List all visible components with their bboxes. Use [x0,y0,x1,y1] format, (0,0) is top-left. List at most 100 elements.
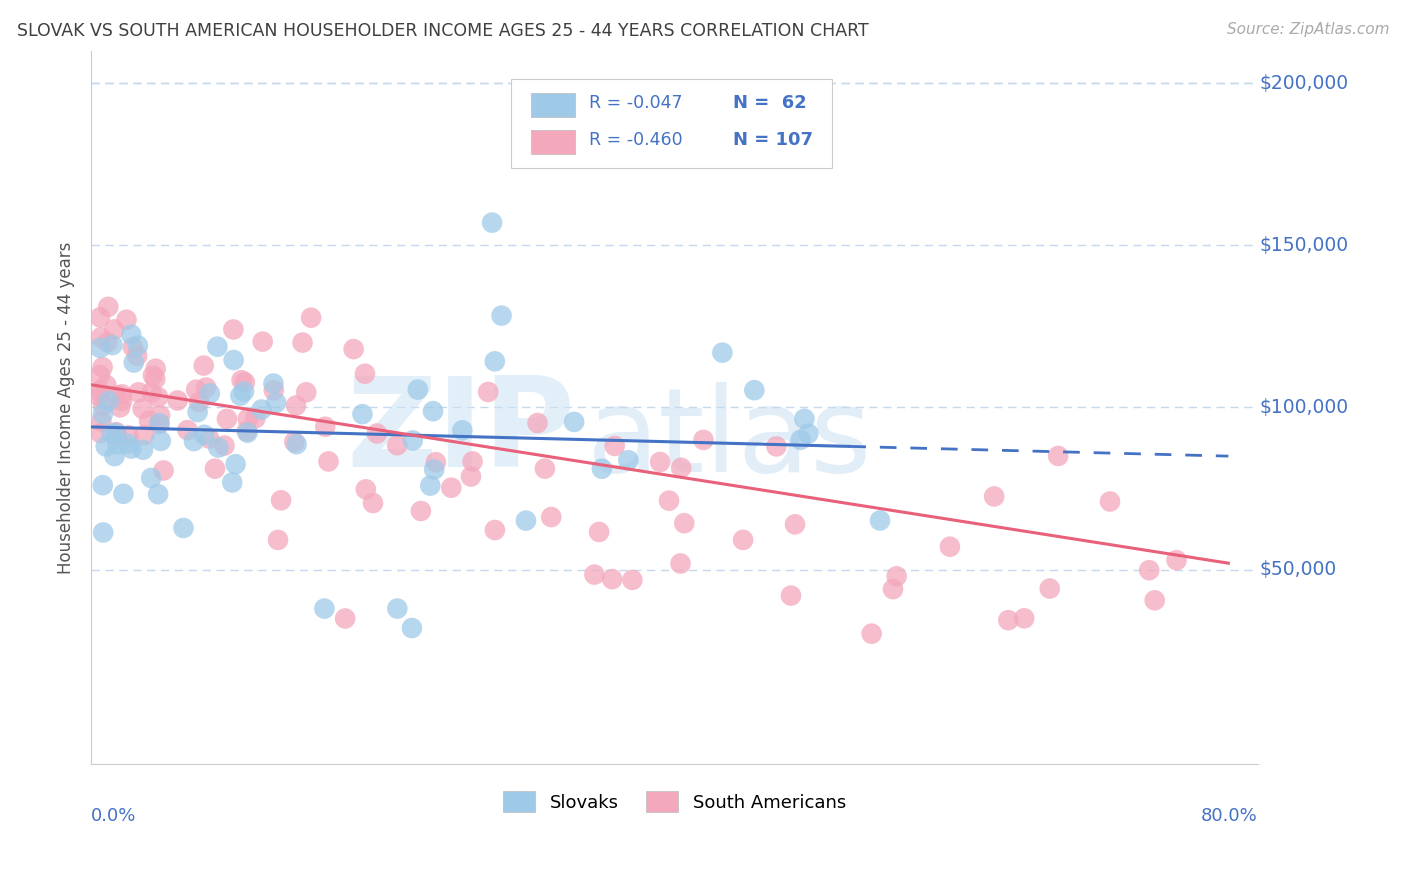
Point [231,373,253,387]
Point [207,441,229,455]
Point [591,461,613,475]
Point [409,504,432,518]
Point [617,453,640,467]
Legend: Slovaks, South Americans: Slovaks, South Americans [495,784,853,820]
Text: SLOVAK VS SOUTH AMERICAN HOUSEHOLDER INCOME AGES 25 - 44 YEARS CORRELATION CHART: SLOVAK VS SOUTH AMERICAN HOUSEHOLDER INC… [17,22,869,40]
Point [91,399,114,413]
Point [186,383,208,397]
Point [481,216,503,230]
Point [132,442,155,457]
Point [105,429,128,443]
Point [236,425,259,440]
Point [451,423,474,437]
Point [207,340,229,354]
Point [406,383,429,397]
Text: atlas: atlas [586,382,872,497]
Point [1143,593,1166,607]
Point [583,567,606,582]
Point [318,454,340,468]
Point [270,493,292,508]
Point [198,432,221,446]
Point [285,437,308,451]
Point [588,524,610,539]
Point [603,439,626,453]
Point [291,335,314,350]
Point [711,345,734,359]
Point [314,601,336,615]
Point [1047,449,1070,463]
Point [534,461,557,475]
Point [148,417,170,431]
Point [352,407,374,421]
Point [101,338,124,352]
Point [115,312,138,326]
Point [692,433,714,447]
Point [354,367,377,381]
Point [97,394,120,409]
Point [87,388,110,402]
Point [96,335,118,350]
Point [422,404,444,418]
Text: $100,000: $100,000 [1260,398,1348,417]
Point [89,384,111,398]
Point [172,521,194,535]
Point [245,411,267,425]
Point [783,517,806,532]
Point [387,601,409,615]
Point [423,462,446,476]
Point [97,300,120,314]
Point [425,455,447,469]
Point [1012,611,1035,625]
Point [195,380,218,394]
Text: $200,000: $200,000 [1260,74,1348,93]
Text: R = -0.047: R = -0.047 [589,94,683,112]
Point [283,434,305,449]
Point [152,463,174,477]
Point [250,402,273,417]
Point [461,454,484,468]
Point [105,426,128,441]
Point [233,384,256,399]
Point [526,416,548,430]
Point [540,510,562,524]
Point [89,310,111,325]
Point [477,384,499,399]
Point [112,487,135,501]
Point [440,481,463,495]
Point [89,426,111,441]
Point [148,390,170,404]
Point [361,496,384,510]
Point [90,414,112,428]
Point [789,433,811,447]
Point [225,457,247,471]
Point [1039,582,1062,596]
Point [333,611,356,625]
Point [267,533,290,547]
Point [997,613,1019,627]
Point [141,385,163,400]
Point [263,384,285,398]
Text: $50,000: $50,000 [1260,560,1337,579]
Point [285,399,308,413]
Point [141,471,163,485]
Point [222,353,245,368]
Point [103,322,125,336]
Point [131,401,153,416]
Point [419,478,441,492]
Point [233,376,256,390]
Point [882,582,904,596]
Point [105,425,128,439]
Text: 80.0%: 80.0% [1201,807,1257,825]
Point [122,355,145,369]
Bar [531,130,575,154]
Point [515,514,537,528]
Point [221,475,243,490]
Point [103,449,125,463]
Point [91,478,114,492]
Point [860,626,883,640]
Point [138,413,160,427]
Point [134,428,156,442]
Point [262,376,284,391]
Text: N =  62: N = 62 [733,94,807,112]
Point [1166,553,1188,567]
